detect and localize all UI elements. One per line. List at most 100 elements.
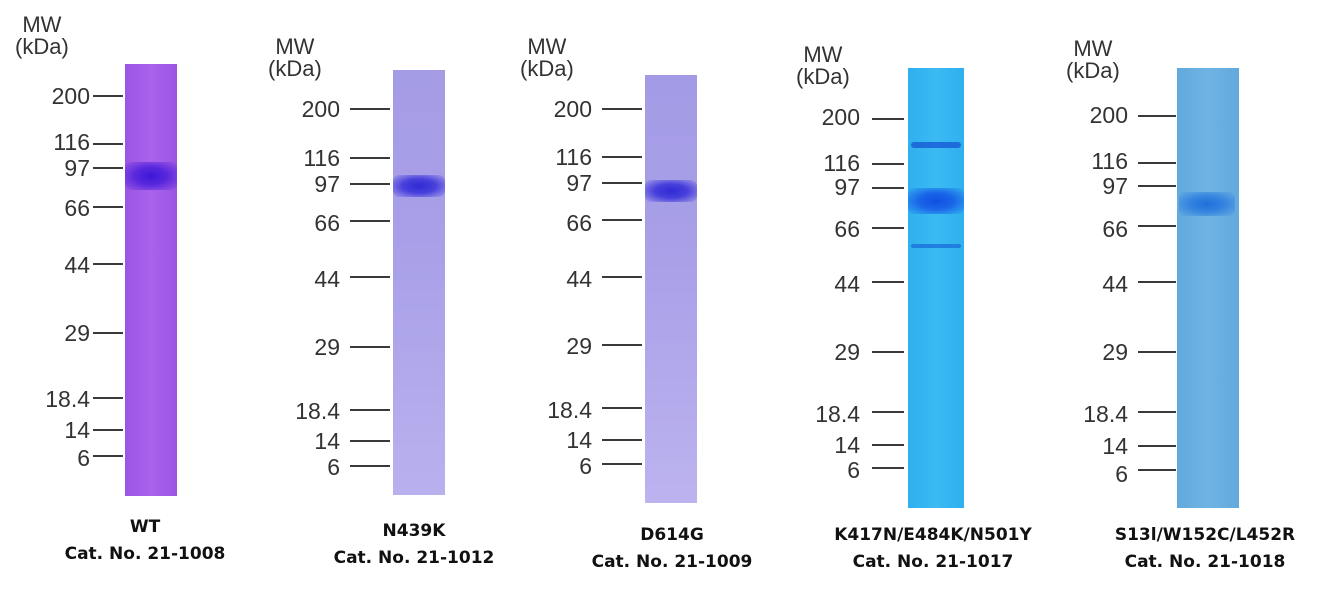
panel-caption: D614G Cat. No. 21-1009 [572,522,772,576]
marker-label: 18.4 [1083,401,1128,427]
marker-tick [93,332,123,334]
marker-label: 66 [834,216,860,242]
marker-label: 6 [327,454,340,480]
marker-label: 97 [64,155,90,181]
marker-tick [1138,351,1176,353]
marker-tick [93,95,123,97]
marker-label: 44 [566,266,592,292]
marker-tick [602,344,642,346]
marker-tick [872,444,904,446]
protein-band [911,142,961,148]
protein-band [908,188,964,214]
gel-lane [125,64,177,496]
marker-tick [350,276,390,278]
marker-label: 116 [823,150,860,176]
protein-band [645,180,697,202]
marker-label: 14 [1102,433,1128,459]
marker-label: 44 [1102,271,1128,297]
catalog-number: Cat. No. 21-1017 [852,552,1014,572]
marker-tick [602,407,642,409]
marker-label: 44 [834,271,860,297]
marker-tick [350,346,390,348]
mw-axis-title: MW (kDa) [1066,36,1120,83]
marker-label: 97 [314,171,340,197]
marker-label: 66 [1102,216,1128,242]
marker-label: 44 [314,266,340,292]
marker-label: 97 [1102,173,1128,199]
marker-label: 18.4 [547,397,592,423]
variant-name: S13l/W152C/L452R [1114,525,1296,545]
mw-axis-title: MW (kDa) [796,42,850,89]
marker-label: 14 [314,428,340,454]
marker-tick [872,227,904,229]
marker-tick [872,281,904,283]
variant-name: K417N/E484K/N501Y [834,525,1032,545]
marker-label: 116 [1091,148,1128,174]
marker-tick [872,411,904,413]
marker-tick [350,183,390,185]
marker-tick [93,167,123,169]
marker-label: 116 [53,129,90,155]
marker-tick [1138,115,1176,117]
marker-tick [1138,445,1176,447]
marker-label: 200 [1089,102,1128,128]
marker-tick [1138,185,1176,187]
variant-name: N439K [382,521,446,541]
marker-tick [602,219,642,221]
panel-caption: S13l/W152C/L452R Cat. No. 21-1018 [1090,522,1320,576]
marker-label: 6 [77,445,90,471]
marker-label: 116 [555,144,592,170]
marker-tick [1138,411,1176,413]
marker-tick [350,108,390,110]
marker-label: 97 [566,170,592,196]
marker-tick [872,163,904,165]
marker-tick [602,276,642,278]
marker-label: 66 [566,210,592,236]
marker-label: 200 [553,96,592,122]
marker-tick [350,157,390,159]
protein-band [125,162,177,190]
gel-lane [1177,68,1239,508]
catalog-number: Cat. No. 21-1018 [1124,552,1286,572]
marker-tick [350,440,390,442]
marker-label: 14 [566,427,592,453]
marker-label: 14 [834,432,860,458]
marker-tick [602,182,642,184]
marker-tick [872,467,904,469]
mw-axis-title: MW (kDa) [520,34,574,81]
marker-label: 18.4 [815,401,860,427]
variant-name: WT [129,517,161,537]
marker-tick [872,351,904,353]
marker-tick [602,108,642,110]
marker-label: 29 [566,333,592,359]
marker-tick [350,409,390,411]
mw-axis-title: MW (kDa) [268,34,322,81]
marker-tick [93,143,123,145]
marker-label: 200 [51,83,90,109]
marker-tick [1138,469,1176,471]
marker-label: 29 [834,339,860,365]
marker-tick [872,118,904,120]
marker-label: 29 [64,320,90,346]
marker-label: 97 [834,174,860,200]
panel-caption: K417N/E484K/N501Y Cat. No. 21-1017 [808,522,1058,576]
mw-axis-title: MW (kDa) [15,12,69,59]
marker-tick [93,263,123,265]
marker-tick [93,455,123,457]
marker-tick [350,220,390,222]
protein-band [911,244,961,248]
marker-tick [1138,281,1176,283]
marker-label: 29 [314,334,340,360]
marker-tick [602,463,642,465]
gel-lane [645,75,697,503]
marker-label: 116 [303,145,340,171]
marker-label: 6 [1115,461,1128,487]
marker-label: 66 [314,210,340,236]
marker-label: 44 [64,252,90,278]
marker-label: 29 [1102,339,1128,365]
marker-tick [93,429,123,431]
marker-tick [1138,225,1176,227]
panel-caption: WT Cat. No. 21-1008 [45,514,245,568]
marker-tick [93,206,123,208]
catalog-number: Cat. No. 21-1009 [591,552,753,572]
